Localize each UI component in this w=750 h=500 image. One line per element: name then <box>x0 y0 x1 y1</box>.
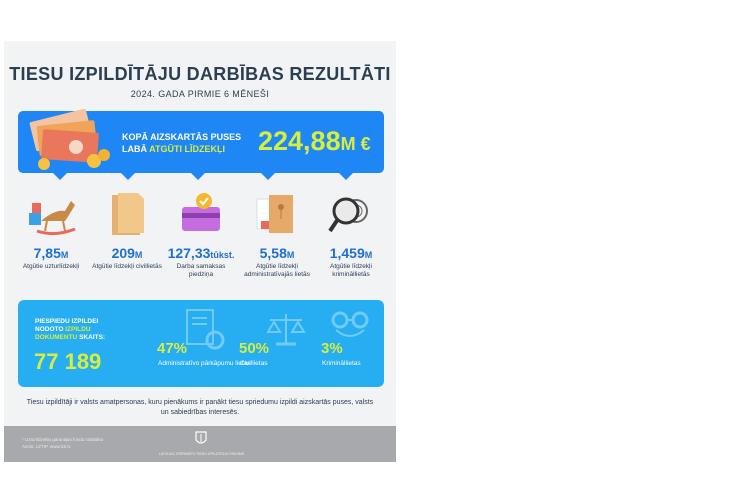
footer-statement: Tiesu izpildītāji ir valsts amatpersonas… <box>26 399 374 416</box>
handcuffs-icon <box>331 311 369 337</box>
magnifier-fingerprint-icon <box>328 197 368 233</box>
banner-pointer <box>191 173 205 180</box>
total-recovered-banner: KOPĀ AIZSKARTĀS PUSES LABĀ ATGŪTI LĪDZEK… <box>18 109 384 173</box>
banner-label-line1: KOPĀ AIZSKARTĀS PUSES <box>122 132 242 142</box>
criminal-cases-percent: 3% <box>321 340 343 357</box>
admin-cases-label: Administratīvo pārkāpumu lietas <box>158 360 251 367</box>
footnote: * Uzturlīdzekļu garantijas fonda statist… <box>22 437 104 449</box>
banner-pointer <box>121 173 135 180</box>
wallet-icon <box>182 193 220 231</box>
civil-cases-label: Civillietas <box>240 360 268 367</box>
banner-pointer <box>339 173 353 180</box>
stat-criminal-cases: 1,459M Atgūtie līdzekļi krimināllietās <box>329 245 373 278</box>
money-icon <box>29 109 110 170</box>
banner-pointer <box>53 173 67 180</box>
folder-icon <box>112 193 144 235</box>
enforcement-count: 77 189 <box>34 349 102 374</box>
banner-pointer <box>261 173 275 180</box>
infographic-card: TIESU IZPILDĪTĀJU DARBĪBAS REZULTĀTI 202… <box>4 41 396 462</box>
stat-child-support: 7,85M Atgūtie uzturlīdzekļi <box>22 245 80 270</box>
banner-label-line2: LABĀ ATGŪTI LĪDZEKĻI <box>122 144 225 154</box>
emblem-logo <box>195 431 207 444</box>
banner-amount: 224,88M € <box>258 126 371 156</box>
stat-civil-cases: 209M Atgūtie līdzekļi civillietās <box>92 245 162 270</box>
enforcement-documents-box: PIESPIEDU IZPILDEI NODOTO IZPILDU DOKUME… <box>18 300 384 387</box>
criminal-cases-label: Krimināllietas <box>322 360 361 367</box>
rocking-horse-icon <box>29 201 76 236</box>
admin-cases-percent: 47% <box>157 340 188 357</box>
civil-cases-percent: 50% <box>239 340 270 357</box>
footer-bar: * Uzturlīdzekļu garantijas fonda statist… <box>4 426 396 462</box>
stat-administrative-cases: 5,58M Atgūtie līdzekļi administratīvajās… <box>244 245 310 278</box>
envelope-documents-icon <box>256 195 293 233</box>
organization-name: LATVIJAS ZVĒRINĀTU TIESU IZPILDĪTĀJU PAD… <box>158 452 245 456</box>
enforcement-label: PIESPIEDU IZPILDEI NODOTO IZPILDU DOKUME… <box>35 318 106 341</box>
document-gear-icon <box>186 309 225 350</box>
infographic-subtitle: 2024. GADA PIRMIE 6 MĒNEŠI <box>130 89 270 99</box>
infographic-title: TIESU IZPILDĪTĀJU DARBĪBAS REZULTĀTI <box>9 64 391 84</box>
scales-icon <box>266 314 306 346</box>
stat-wage-recovery: 127,33tūkst. Darba samaksas piedziņa <box>167 245 235 278</box>
